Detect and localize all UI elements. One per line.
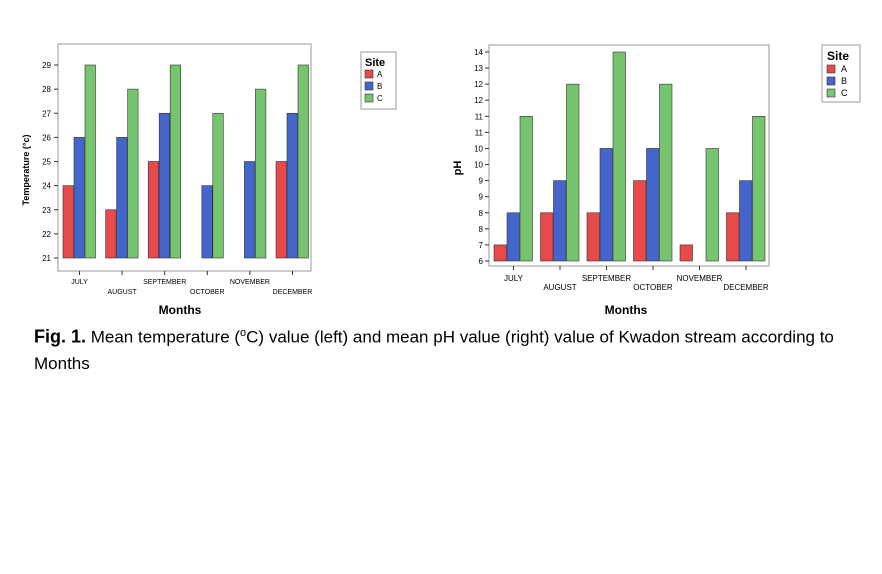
- ph-bar-b: [739, 180, 753, 262]
- ph-legend-label: B: [841, 76, 847, 86]
- temperature-x-tick-label: NOVEMBER: [230, 279, 270, 286]
- temperature-y-tick-label: 29: [42, 61, 51, 70]
- ph-bar-c: [752, 116, 766, 262]
- temperature-legend-title: Site: [365, 57, 385, 69]
- ph-y-tick-label: 9: [479, 193, 484, 202]
- temperature-plot-frame: [57, 43, 312, 272]
- ph-y-tick-label: 9: [479, 177, 484, 186]
- ph-bar-a: [633, 180, 647, 262]
- ph-bar-b: [646, 148, 660, 262]
- ph-bar-c: [705, 148, 719, 262]
- ph-y-tick-label: 10: [474, 144, 483, 153]
- temperature-legend-label: B: [377, 82, 382, 91]
- temperature-y-tick-label: 25: [42, 158, 51, 167]
- ph-bar-a: [726, 212, 740, 262]
- ph-bar-b: [506, 212, 520, 262]
- temperature-legend: Site ABC: [360, 51, 397, 110]
- ph-y-tick-label: 13: [474, 64, 483, 73]
- ph-bar-a: [493, 244, 507, 262]
- ph-bar-b: [599, 148, 613, 262]
- ph-chart: 6 7 8 8 9 9 10 10 11 11 12 12 13 14 JULY AUGUST SEPTEMB…: [452, 44, 861, 317]
- temperature-bar-b: [201, 185, 213, 259]
- ph-legend-title: Site: [827, 49, 849, 63]
- temperature-x-tick-label: SEPTEMBER: [143, 279, 186, 286]
- temperature-bar-b: [158, 112, 170, 259]
- ph-bar-c: [659, 83, 673, 262]
- temperature-bar-a: [275, 161, 287, 259]
- ph-x-tick-label: DECEMBER: [723, 283, 769, 292]
- temperature-y-tick-label: 22: [42, 230, 51, 239]
- ph-y-tick-label: 12: [474, 80, 483, 89]
- ph-y-tick-label: 6: [479, 257, 484, 266]
- ph-y-tick-label: 8: [479, 209, 484, 218]
- temperature-legend-swatch-c: [364, 93, 374, 103]
- temperature-bar-a: [147, 161, 159, 259]
- temperature-x-axis-label: Months: [159, 303, 202, 317]
- caption-label: Fig. 1.: [34, 326, 87, 347]
- ph-legend-box: [821, 44, 861, 103]
- temperature-bar-c: [297, 64, 309, 259]
- ph-y-tick-label: 8: [479, 225, 484, 234]
- temperature-bar-c: [212, 112, 224, 259]
- ph-x-tick-label: NOVEMBER: [677, 274, 723, 283]
- temperature-y-tick-label: 28: [42, 85, 51, 94]
- temperature-y-tick-label: 21: [42, 254, 51, 263]
- temperature-bar-c: [255, 88, 267, 259]
- temperature-chart: 21 22 23 24 25 26 27 28 29 JULY AUGUST SEPTEMBER OC…: [21, 43, 397, 317]
- ph-bar-c: [612, 51, 626, 262]
- ph-bar-b: [553, 180, 567, 262]
- ph-y-tick-label: 10: [474, 161, 483, 170]
- ph-y-tick-label: 11: [475, 128, 484, 137]
- ph-y-tick-label: 14: [474, 48, 483, 57]
- ph-plot-frame: [488, 44, 770, 267]
- temperature-bar-b: [244, 161, 256, 259]
- temperature-bar-c: [84, 64, 96, 259]
- ph-legend-swatch-a: [826, 64, 836, 74]
- temperature-legend-label: C: [377, 94, 383, 103]
- temperature-bar-c: [169, 64, 181, 259]
- ph-bar-c: [566, 83, 580, 262]
- ph-y-tick-label: 12: [474, 96, 483, 105]
- ph-y-tick-label: 7: [479, 241, 484, 250]
- temperature-bar-a: [62, 185, 74, 259]
- ph-bar-a: [679, 244, 693, 262]
- ph-y-tick-label: 11: [475, 112, 484, 121]
- ph-legend-swatch-c: [826, 88, 836, 98]
- ph-y-axis-label: pH: [452, 161, 464, 176]
- ph-x-tick-label: OCTOBER: [633, 283, 673, 292]
- ph-bar-a: [540, 212, 554, 262]
- temperature-y-tick-label: 27: [42, 109, 51, 118]
- temperature-bar-b: [73, 137, 85, 259]
- ph-x-tick-label: JULY: [504, 274, 524, 283]
- temperature-x-tick-label: OCTOBER: [190, 289, 225, 296]
- ph-legend-label: C: [841, 88, 848, 98]
- ph-legend-label: A: [841, 64, 847, 74]
- temperature-legend-label: A: [377, 70, 383, 79]
- temperature-bar-c: [127, 88, 139, 259]
- temperature-legend-swatch-a: [364, 69, 374, 79]
- caption-text-1: Mean temperature (: [86, 327, 241, 347]
- ph-bar-c: [519, 116, 533, 262]
- caption-superscript: o: [240, 327, 247, 339]
- temperature-x-tick-label: JULY: [71, 279, 88, 286]
- temperature-y-tick-label: 24: [42, 182, 51, 191]
- temperature-y-tick-label: 23: [42, 206, 51, 215]
- temperature-bar-a: [105, 209, 117, 259]
- temperature-x-tick-label: AUGUST: [108, 289, 138, 296]
- ph-x-tick-label: AUGUST: [543, 283, 576, 292]
- figure-caption: Fig. 1. Mean temperature (oC) value (lef…: [34, 320, 854, 377]
- caption-text-2: C) value (left) and mean pH value (right…: [34, 327, 834, 373]
- ph-bar-a: [586, 212, 600, 262]
- temperature-x-tick-label: DECEMBER: [273, 289, 313, 296]
- ph-x-axis-label: Months: [605, 303, 648, 317]
- temperature-y-tick-label: 26: [42, 133, 51, 142]
- ph-x-tick-label: SEPTEMBER: [582, 274, 632, 283]
- temperature-bar-b: [116, 137, 128, 259]
- temperature-y-axis-label: Temperature (°c): [21, 135, 31, 206]
- ph-legend-swatch-b: [826, 76, 836, 86]
- ph-legend: Site ABC: [821, 44, 861, 103]
- temperature-bar-b: [286, 112, 298, 259]
- temperature-legend-swatch-b: [364, 81, 374, 91]
